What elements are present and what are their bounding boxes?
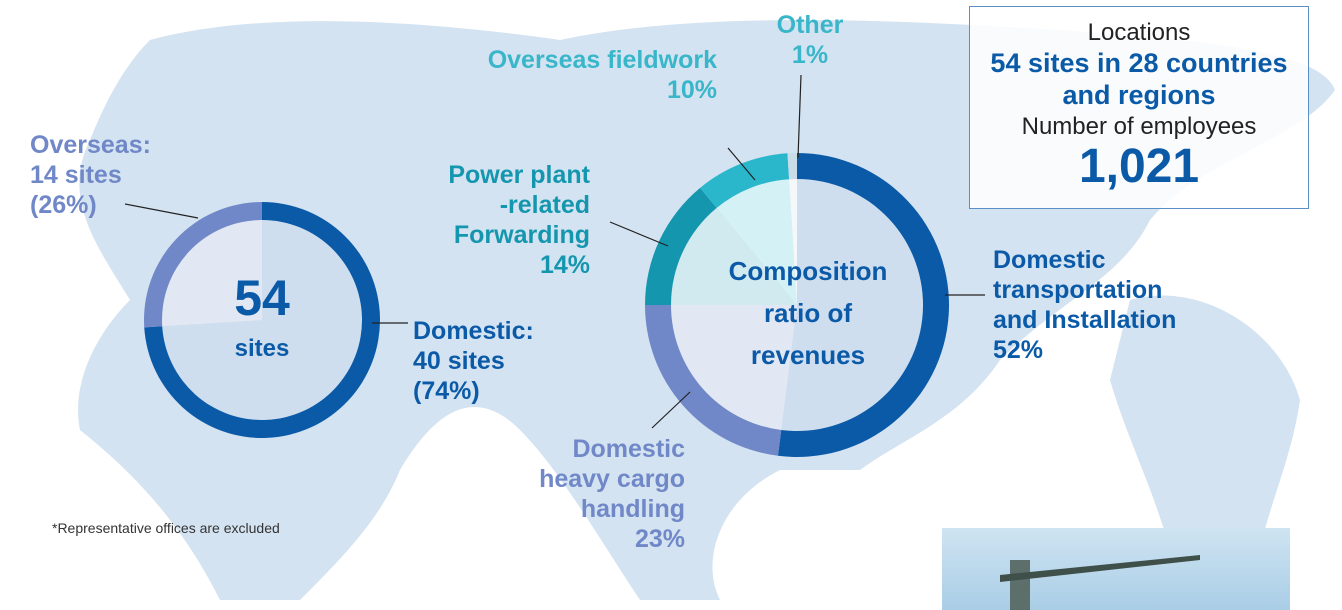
value-label: 1%	[760, 40, 860, 70]
value-label: (26%)	[30, 190, 151, 220]
category-label: Domestic heavy cargo handling	[539, 434, 685, 524]
site-label: 14 sites	[30, 160, 151, 190]
category-label: Overseas fieldwork	[488, 45, 717, 75]
value-label: 52%	[993, 335, 1176, 365]
info-employees: 1,021	[970, 141, 1308, 193]
category-label: Other	[760, 10, 860, 40]
value-label: 14%	[448, 250, 590, 280]
photo	[942, 528, 1290, 610]
slice-label: Overseas:14 sites(26%)	[30, 130, 151, 220]
value-label: (74%)	[413, 376, 534, 406]
category-label: Domestic:	[413, 316, 534, 346]
slice-label: Domestic:40 sites(74%)	[413, 316, 534, 406]
info-locations: 54 sites in 28 countries and regions	[970, 47, 1308, 111]
info-employees-heading: Number of employees	[970, 113, 1308, 141]
info-box: Locations 54 sites in 28 countries and r…	[969, 6, 1309, 209]
info-heading: Locations	[970, 19, 1308, 47]
category-label: Domestic transportation and Installation	[993, 245, 1176, 335]
footnote: *Representative offices are excluded	[52, 520, 280, 536]
slice	[787, 153, 797, 179]
site-label: 40 sites	[413, 346, 534, 376]
center-value: 54	[182, 270, 342, 326]
page: Locations 54 sites in 28 countries and r…	[0, 0, 1342, 610]
chart-title: Composition ratio of revenues	[708, 250, 908, 376]
center-label: sites	[182, 334, 342, 364]
value-label: 10%	[488, 75, 717, 105]
value-label: 23%	[539, 524, 685, 554]
slice-label: Domestic transportation and Installation…	[993, 245, 1176, 365]
category-label: Overseas:	[30, 130, 151, 160]
category-label: Power plant -related Forwarding	[448, 160, 590, 250]
